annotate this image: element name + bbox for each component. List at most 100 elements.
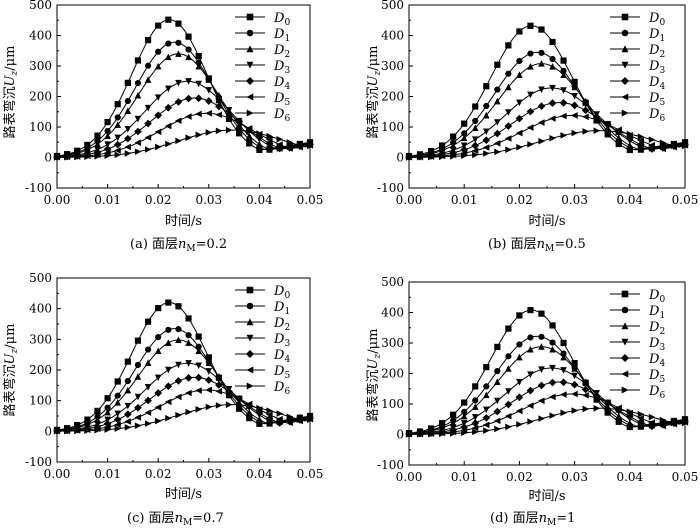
data-point: [185, 332, 192, 339]
data-point: [165, 140, 172, 148]
data-point: [571, 407, 579, 414]
data-point: [155, 143, 162, 151]
data-point: [185, 408, 193, 416]
x-tick-label: 0.04: [246, 467, 273, 481]
data-point: [286, 139, 294, 146]
data-point: [504, 122, 513, 130]
data-point: [515, 129, 523, 137]
data-point: [266, 132, 273, 140]
data-point: [155, 417, 162, 425]
y-tick-label: -100: [377, 458, 404, 472]
data-point: [582, 113, 589, 121]
data-point: [516, 143, 523, 151]
x-tick-label: 0.00: [44, 467, 71, 481]
data-point: [215, 388, 223, 395]
data-point: [164, 103, 173, 112]
series-D5: [405, 390, 689, 438]
legend-label: D1: [273, 27, 290, 44]
data-point: [114, 134, 122, 142]
plot-frame: [408, 281, 686, 466]
data-point: [84, 153, 91, 161]
data-point: [527, 50, 534, 57]
x-axis-title: 时间/s: [165, 214, 202, 229]
legend-entry: D4: [610, 75, 665, 92]
data-point: [306, 142, 314, 150]
data-point: [493, 129, 502, 138]
data-point: [560, 391, 567, 398]
data-point: [155, 48, 162, 55]
legend-marker: [621, 338, 629, 346]
series-D3: [405, 84, 689, 161]
data-point: [505, 109, 512, 116]
legend-marker: [621, 93, 629, 101]
data-point: [560, 57, 567, 64]
data-point: [493, 407, 502, 416]
panel-caption: (b) 面层nM=0.5: [488, 237, 586, 254]
x-tick-label: 0.00: [44, 193, 71, 207]
data-point: [637, 414, 644, 422]
legend-marker: [621, 61, 629, 69]
data-point: [124, 143, 131, 151]
x-tick-label: 0.01: [94, 467, 121, 481]
data-point: [64, 427, 71, 435]
data-point: [165, 53, 172, 61]
data-point: [175, 411, 182, 419]
legend-label: D0: [648, 288, 665, 305]
data-point: [144, 409, 152, 416]
legend-entry: D3: [235, 332, 290, 349]
data-point: [516, 421, 523, 428]
data-point: [134, 361, 142, 369]
legend-label: D6: [273, 107, 290, 124]
data-point: [104, 152, 112, 159]
legend-marker: [246, 29, 254, 37]
data-point: [450, 430, 457, 437]
data-point: [405, 154, 413, 161]
legend-entry: D2: [235, 316, 290, 333]
data-point: [104, 395, 111, 402]
x-tick-label: 0.02: [145, 467, 172, 481]
data-point: [626, 408, 634, 415]
data-point: [94, 132, 101, 139]
data-point: [245, 125, 253, 132]
data-point: [154, 347, 162, 355]
data-point: [560, 339, 567, 347]
data-point: [626, 419, 634, 427]
data-point: [549, 345, 556, 353]
data-point: [560, 132, 568, 139]
data-point: [124, 97, 131, 105]
data-point: [184, 94, 193, 103]
data-point: [582, 380, 589, 388]
data-point: [493, 417, 501, 425]
data-point: [124, 358, 131, 365]
data-point: [175, 326, 182, 333]
data-point: [124, 410, 132, 419]
legend-marker: [246, 109, 254, 117]
data-point: [538, 343, 545, 350]
data-point: [461, 399, 468, 406]
data-point: [593, 395, 600, 402]
data-point: [175, 39, 182, 46]
data-point: [94, 153, 101, 160]
legend-marker: [621, 29, 629, 37]
data-point: [124, 79, 131, 86]
legend-entry: D0: [235, 284, 290, 301]
data-point: [505, 365, 512, 372]
x-tick-label: 0.05: [297, 467, 324, 481]
data-point: [472, 383, 479, 390]
data-point: [296, 142, 304, 149]
legend-label: D3: [648, 336, 665, 353]
data-point: [681, 142, 689, 150]
data-point: [205, 359, 213, 366]
data-point: [134, 139, 142, 146]
data-point: [427, 153, 435, 161]
data-point: [416, 430, 424, 438]
data-point: [516, 28, 523, 35]
legend-label: D6: [648, 107, 665, 124]
legend-label: D2: [273, 43, 290, 60]
plot-frame: [408, 4, 686, 189]
data-point: [581, 106, 590, 115]
data-point: [144, 134, 152, 141]
data-point: [538, 86, 545, 94]
data-point: [515, 407, 523, 415]
